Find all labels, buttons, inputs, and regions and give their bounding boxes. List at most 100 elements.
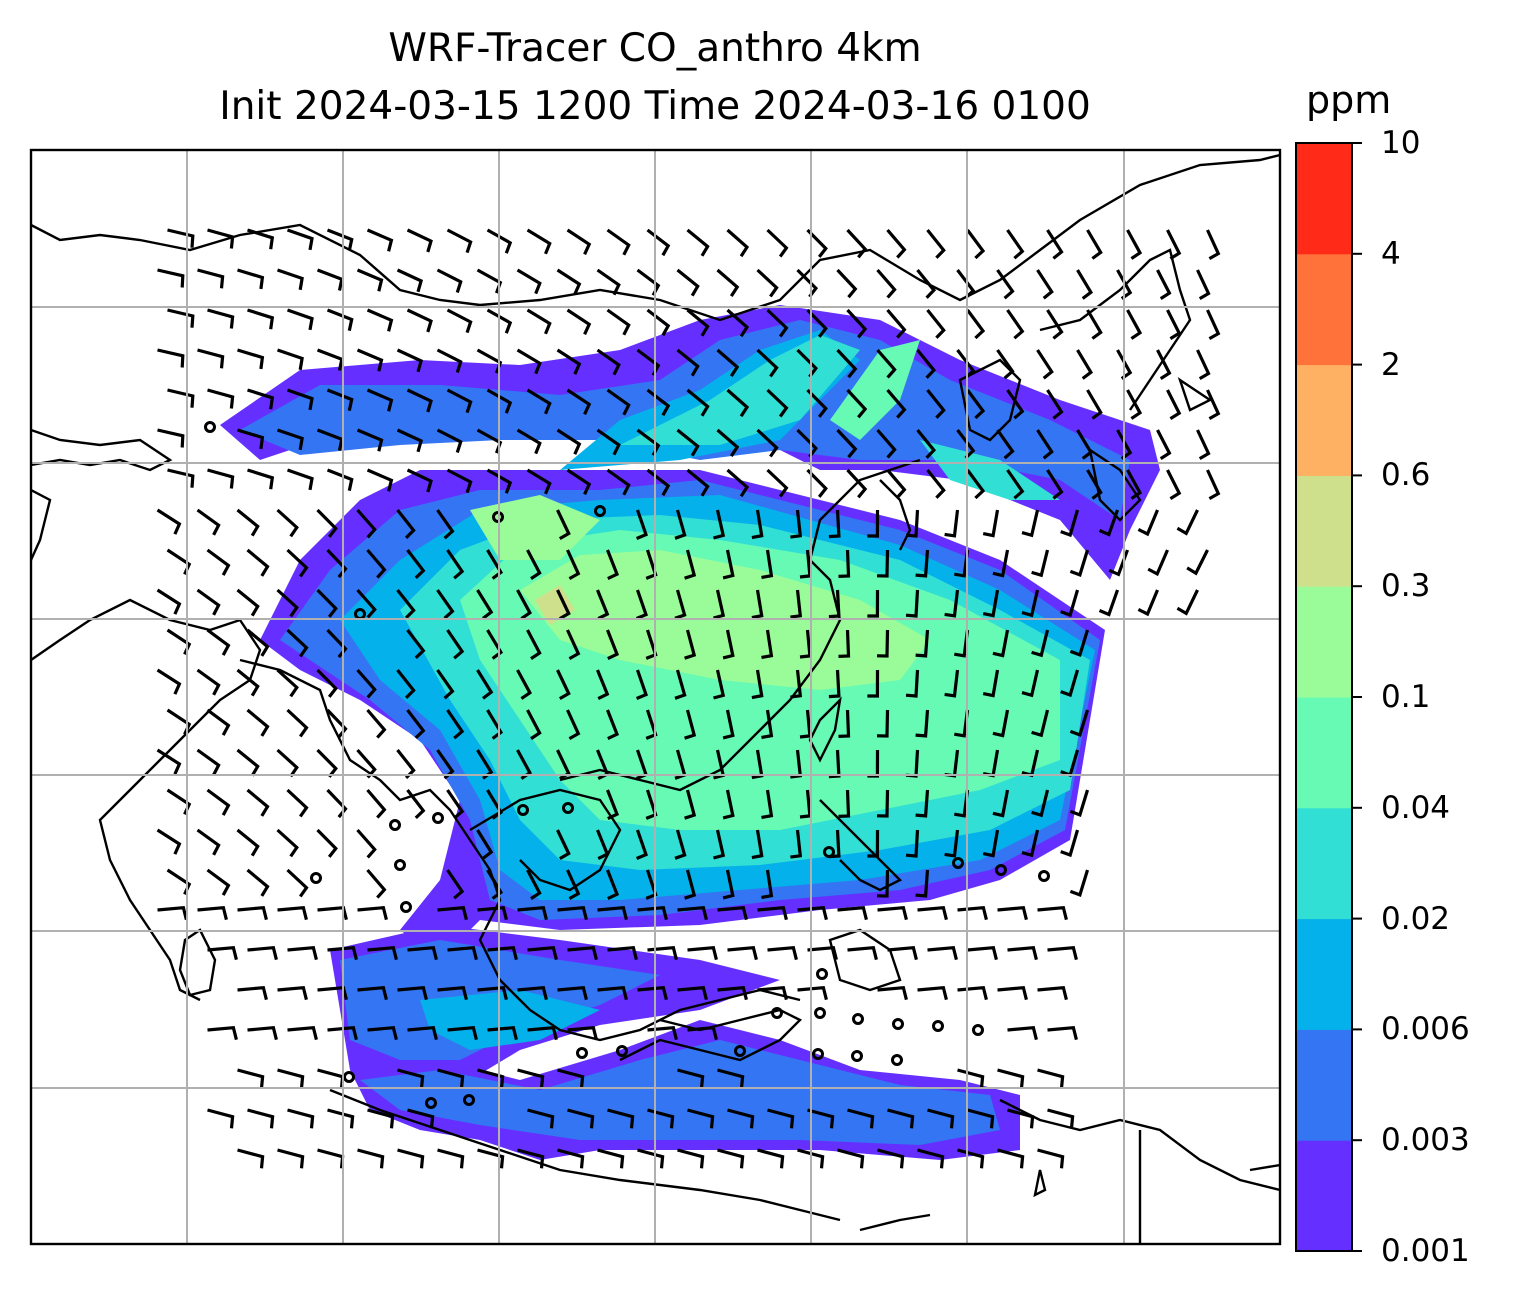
wind-barb (1206, 309, 1221, 340)
wind-barb (886, 388, 907, 419)
calm-wind-marker (814, 1007, 826, 1019)
wind-barb (1086, 309, 1103, 340)
wind-barb (674, 509, 687, 540)
wind-barb (317, 1148, 345, 1169)
wind-barb (790, 589, 803, 619)
wind-barb (1206, 229, 1221, 260)
wind-barb (366, 708, 387, 739)
wind-barb (686, 228, 710, 257)
wind-barb (828, 669, 841, 699)
wind-barb (767, 1108, 795, 1129)
wind-barb (157, 348, 185, 368)
wind-barb (526, 228, 552, 255)
wind-barb (527, 1108, 555, 1129)
wind-barb (407, 1025, 438, 1041)
wind-barb (1031, 709, 1050, 738)
wind-barb (926, 309, 946, 339)
wind-barb (167, 468, 195, 488)
wind-barb (996, 349, 1015, 380)
wind-barb (684, 709, 697, 740)
wind-barb (756, 268, 779, 298)
calm-wind-marker (616, 1045, 628, 1057)
wind-barb (606, 629, 620, 661)
wind-barb (876, 869, 890, 898)
wind-barb (356, 348, 384, 372)
wind-barb (806, 388, 828, 418)
wind-barb (556, 749, 571, 780)
wind-barb (487, 945, 518, 961)
wind-barb (366, 308, 394, 332)
wind-barb (286, 628, 309, 658)
wind-barb (436, 348, 463, 373)
wind-barb (246, 548, 270, 577)
wind-barb (916, 428, 937, 459)
colorbar-tick-label: 4 (1381, 235, 1401, 272)
wind-barb (566, 228, 592, 255)
wind-barb (517, 1068, 545, 1089)
colorbar-segment (1296, 1029, 1352, 1141)
wind-barb (1006, 389, 1025, 420)
wind-barb (356, 268, 384, 292)
wind-barb (799, 549, 812, 579)
colorbar-tick-label: 2 (1381, 346, 1401, 383)
wind-barb (236, 748, 260, 777)
wind-barb (596, 589, 610, 621)
wind-barb (1031, 629, 1050, 658)
wind-barb (526, 388, 552, 415)
wind-barb (206, 708, 231, 736)
wind-barb (196, 508, 221, 536)
wind-barb (396, 749, 416, 780)
map-content (31, 150, 1280, 1244)
wind-barb (992, 709, 1010, 738)
wind-barb (396, 348, 424, 373)
wind-barb (646, 228, 671, 257)
wind-barb (557, 905, 588, 921)
wind-barb (207, 1108, 235, 1129)
wind-barb (437, 1068, 465, 1089)
wind-barb (766, 308, 789, 338)
wind-barb (915, 549, 930, 578)
wind-barb (1046, 229, 1064, 260)
wind-barb (156, 668, 182, 695)
wind-barb (927, 1108, 955, 1129)
wind-barb (992, 629, 1010, 658)
wind-barb (828, 589, 841, 619)
wind-barb (686, 388, 710, 417)
wind-barb (446, 388, 473, 414)
wind-barb (637, 985, 668, 1001)
wind-barb (557, 1148, 585, 1169)
wind-barb (806, 308, 828, 338)
wind-barb (1076, 349, 1094, 380)
wind-barb (287, 1108, 315, 1129)
wind-barb (286, 788, 309, 818)
wind-barb (207, 468, 235, 489)
colorbar-segment (1296, 364, 1352, 476)
wind-barb (196, 748, 221, 776)
wind-barb (166, 788, 192, 815)
wind-barb (1046, 389, 1064, 420)
wind-barb (790, 509, 803, 539)
wind-barb (316, 508, 338, 538)
calm-wind-marker (771, 1007, 783, 1019)
wind-barb (1037, 985, 1068, 1001)
wind-barb (157, 268, 185, 288)
wind-barb (247, 468, 275, 490)
wind-barb (726, 308, 750, 338)
colorbar-segment (1296, 475, 1352, 587)
wind-barb (316, 268, 344, 291)
wind-barb (236, 508, 260, 537)
wind-barb (396, 589, 416, 620)
wind-barb (606, 308, 631, 336)
wind-barb (237, 428, 265, 450)
wind-barb (1047, 1025, 1078, 1041)
wind-barb (684, 789, 697, 820)
wind-barb (406, 468, 433, 493)
wind-barb (1060, 829, 1080, 858)
wind-barb (967, 945, 998, 961)
wind-barb (956, 349, 976, 380)
wind-barb (406, 308, 433, 333)
wind-barb (436, 669, 455, 700)
wind-barb (944, 829, 960, 858)
colorbar-segment (1296, 807, 1352, 920)
wind-barb (526, 549, 542, 580)
